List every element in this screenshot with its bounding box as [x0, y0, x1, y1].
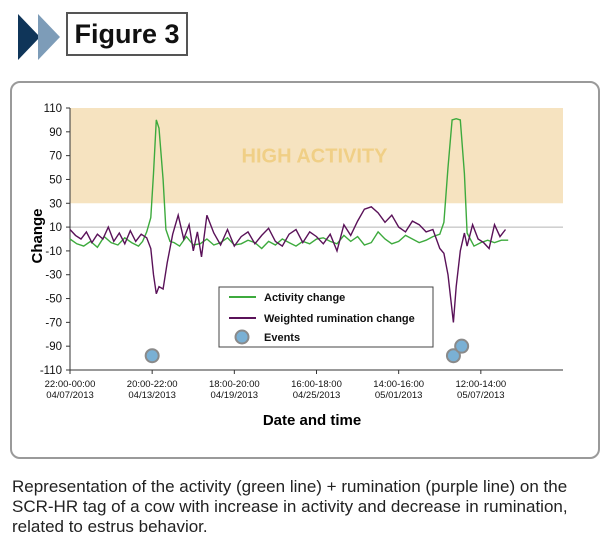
x-axis-label: Date and time [263, 412, 361, 429]
y-tick-label: -30 [45, 270, 62, 282]
y-tick-label: -70 [45, 317, 62, 329]
series-rumination-line [69, 206, 507, 323]
x-tick-label: 12:00-14:00 [455, 379, 506, 390]
chevron-light-icon [38, 14, 60, 60]
y-tick-label: 90 [49, 127, 62, 139]
y-tick-label: 110 [44, 103, 62, 115]
y-axis-label: Change [29, 208, 46, 263]
legend-events-marker [234, 329, 250, 345]
figure-label: Figure 3 [74, 19, 180, 49]
x-tick-label: 04/25/2013 [293, 390, 341, 401]
legend-rumination-label: Weighted rumination change [264, 313, 415, 325]
y-tick-label: -110 [40, 365, 62, 377]
y-tick-label: 10 [49, 222, 62, 234]
chart-svg: HIGH ACTIVITY 110 90 70 50 30 10 -10 -30 -50 -70 -… [29, 103, 563, 429]
event-marker [445, 348, 461, 364]
y-tick-label: -50 [45, 294, 62, 306]
legend: Activity change Weighted rumination chan… [218, 286, 434, 348]
y-tick-label: -90 [45, 341, 62, 353]
x-tick-label: 20:00-22:00 [127, 379, 178, 390]
events-markers [144, 338, 470, 364]
chevron-dark-icon [18, 14, 40, 60]
figure-caption: Representation of the activity (green li… [12, 477, 568, 536]
y-tick-label: -10 [45, 246, 62, 258]
x-tick-label: 04/07/2013 [46, 390, 94, 401]
x-tick-label: 05/01/2013 [375, 390, 423, 401]
x-tick-label: 14:00-16:00 [373, 379, 424, 390]
y-tick-label: 50 [49, 174, 62, 186]
series-activity-line [69, 117, 509, 250]
event-marker [454, 338, 470, 354]
figure-header: Figure 3 [18, 12, 196, 62]
event-marker [144, 348, 160, 364]
x-tick-label: 04/19/2013 [211, 390, 259, 401]
legend-activity-label: Activity change [264, 292, 345, 304]
y-axis: 110 90 70 50 30 10 -10 -30 -50 -70 -90 -110 [40, 103, 71, 377]
legend-events-label: Events [264, 332, 300, 344]
x-tick-label: 18:00-20:00 [209, 379, 260, 390]
figure-label-box: Figure 3 [66, 12, 188, 56]
y-tick-label: 30 [49, 198, 62, 210]
x-tick-label: 05/07/2013 [457, 390, 505, 401]
y-tick-label: 70 [49, 151, 62, 163]
high-activity-label: HIGH ACTIVITY [242, 146, 389, 168]
x-tick-label: 22:00-00:00 [45, 379, 96, 390]
x-tick-label: 16:00-18:00 [291, 379, 342, 390]
x-tick-label: 04/13/2013 [128, 390, 176, 401]
